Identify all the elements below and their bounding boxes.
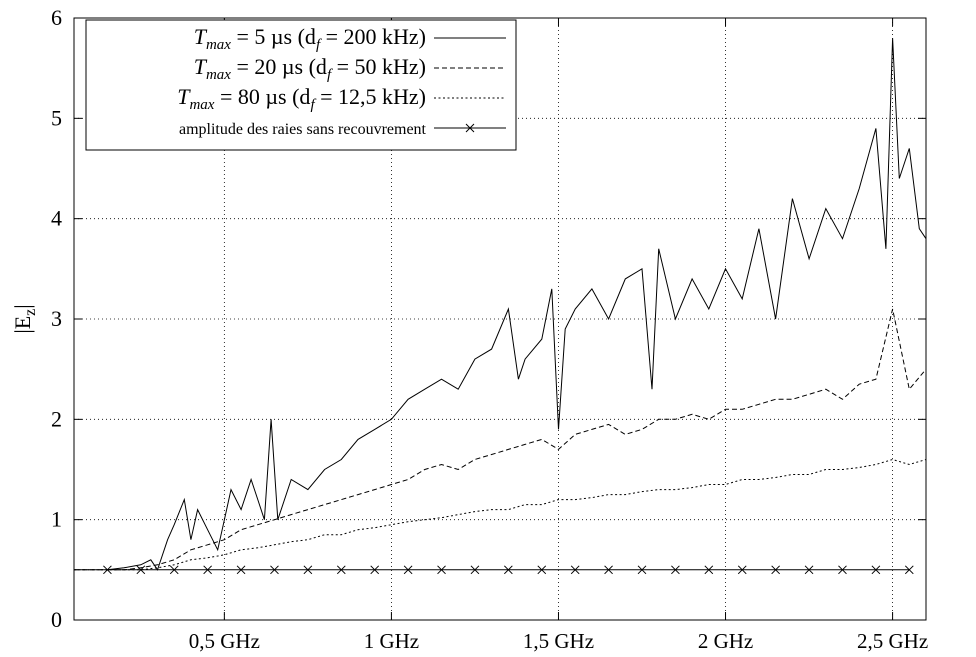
y-axis-title: |Ez|: [10, 304, 39, 333]
x-marker: [336, 565, 346, 575]
x-marker: [771, 565, 781, 575]
x-marker: [570, 565, 580, 575]
x-marker: [737, 565, 747, 575]
x-marker: [604, 565, 613, 575]
legend: Tmax = 5 µs (df = 200 kHz)Tmax = 20 µs (…: [85, 19, 517, 151]
legend-label-4: amplitude des raies sans recouvrement: [179, 121, 427, 138]
ticks: 0 1 2 3 4 5 6 0,5 GHz 1 GHz 1,5 GHz 2 GHz 2,5 GHz: [51, 5, 928, 653]
x-marker: [103, 565, 112, 575]
y-tick-label: 3: [51, 306, 62, 331]
series-line-3: [74, 458, 927, 571]
series-layer: [74, 38, 927, 575]
y-tick-label: 2: [51, 406, 62, 431]
x-marker: [871, 565, 881, 575]
x-marker: [136, 565, 146, 575]
legend-label-2: Tmax = 20 µs (df = 50 kHz): [194, 54, 426, 83]
x-marker: [403, 565, 413, 575]
y-tick-label: 5: [51, 105, 62, 130]
x-marker: [671, 565, 680, 575]
x-marker: [437, 565, 446, 575]
x-marker: [470, 565, 480, 575]
x-marker: [537, 565, 547, 575]
x-marker: [303, 565, 313, 575]
x-marker: [236, 565, 246, 575]
x-tick-label: 2,5 GHz: [857, 629, 928, 653]
x-marker: [503, 565, 513, 575]
x-marker: [838, 565, 847, 575]
x-marker: [270, 565, 279, 575]
x-marker: [704, 565, 714, 575]
x-tick-label: 1,5 GHz: [523, 629, 594, 653]
y-axis-label: |Ez|: [10, 304, 39, 333]
x-tick-label: 1 GHz: [364, 629, 419, 653]
legend-x-marker: [465, 123, 475, 133]
y-tick-label: 1: [51, 507, 62, 532]
y-tick-label: 0: [51, 607, 62, 632]
x-tick-label: 2 GHz: [698, 629, 753, 653]
legend-label-1: Tmax = 5 µs (df = 200 kHz): [194, 24, 426, 53]
series-line-2: [74, 308, 927, 571]
legend-label-3: Tmax = 80 µs (df = 12,5 kHz): [177, 84, 426, 113]
x-tick-label: 0,5 GHz: [189, 629, 260, 653]
x-marker: [804, 565, 814, 575]
series-line-1: [74, 38, 927, 571]
y-tick-label: 6: [51, 5, 62, 30]
x-marker: [904, 565, 914, 575]
x-marker: [169, 565, 179, 575]
x-marker: [370, 565, 380, 575]
y-tick-label: 4: [51, 206, 62, 231]
x-marker: [637, 565, 647, 575]
x-marker: [203, 565, 213, 575]
